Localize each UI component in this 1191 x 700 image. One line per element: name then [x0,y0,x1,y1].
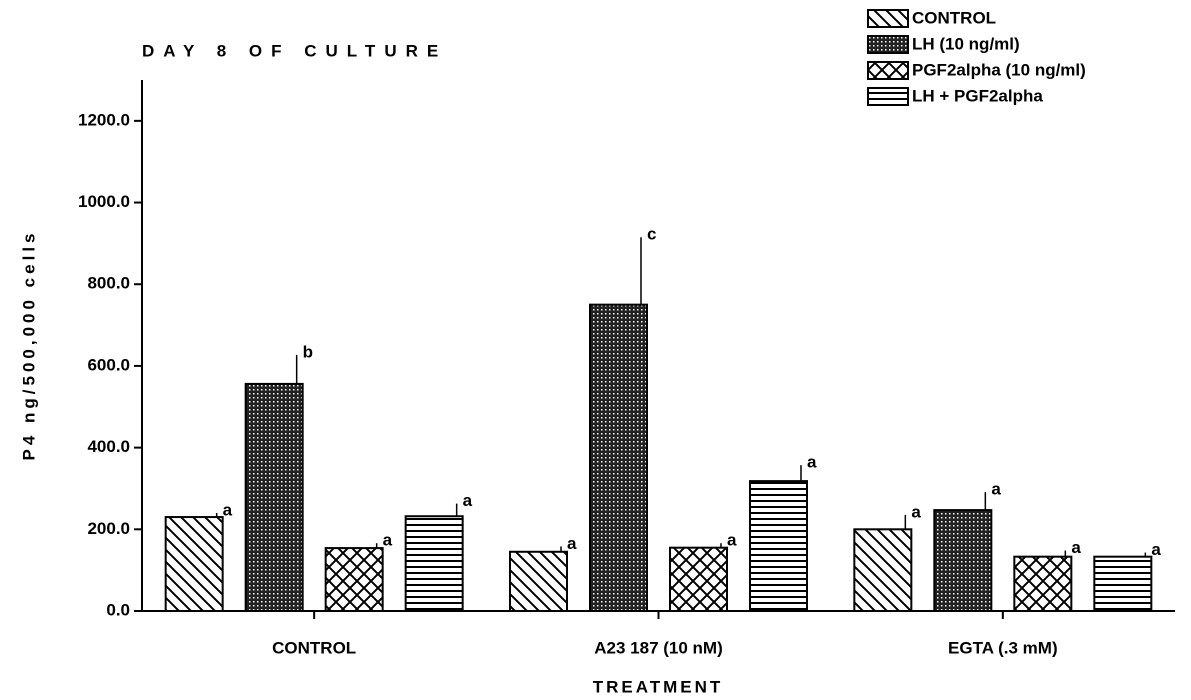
bar [933,509,993,612]
y-tick-label: 600.0 [87,355,130,374]
y-tick-label: 200.0 [87,519,130,538]
bar [749,480,808,612]
bar [853,528,913,612]
bar [244,382,304,612]
chart-title: DAY 8 OF CULTURE [142,41,447,60]
y-axis-label: P4 ng/500,000 cells [19,230,38,461]
significance-letter: a [727,531,737,550]
x-axis-label: TREATMENT [593,677,724,696]
bar [164,516,224,612]
bar [589,303,648,612]
significance-letter: a [991,480,1001,499]
legend-label: LH (10 ng/ml) [912,34,1020,53]
bar [1093,555,1153,613]
significance-letter: a [911,502,921,521]
y-tick-label: 800.0 [87,274,130,293]
y-tick-label: 400.0 [87,437,130,456]
bar [669,546,728,613]
significance-letter: b [303,342,313,361]
bar [509,550,568,612]
legend-label: PGF2alpha (10 ng/ml) [912,60,1086,79]
bar [1013,555,1073,613]
bar [324,547,384,612]
legend-label: CONTROL [912,8,996,27]
y-tick-label: 0.0 [106,600,130,619]
legend-label: LH + PGF2alpha [912,86,1043,105]
x-tick-label: CONTROL [272,638,356,657]
legend-swatch [867,9,909,28]
significance-letter: c [647,225,656,244]
x-tick-label: EGTA (.3 mM) [948,638,1058,657]
legend-swatch [867,61,909,80]
legend-swatch [867,87,909,106]
significance-letter: a [223,500,233,519]
significance-letter: a [1071,538,1081,557]
y-tick-label: 1000.0 [78,192,130,211]
legend-swatch [867,35,909,54]
bar [404,515,464,613]
significance-letter: a [383,531,393,550]
significance-letter: a [463,491,473,510]
x-tick-label: A23 187 (10 nM) [594,638,723,657]
y-tick-label: 1200.0 [78,110,130,129]
significance-letter: a [807,453,817,472]
significance-letter: a [567,534,577,553]
significance-letter: a [1151,540,1161,559]
